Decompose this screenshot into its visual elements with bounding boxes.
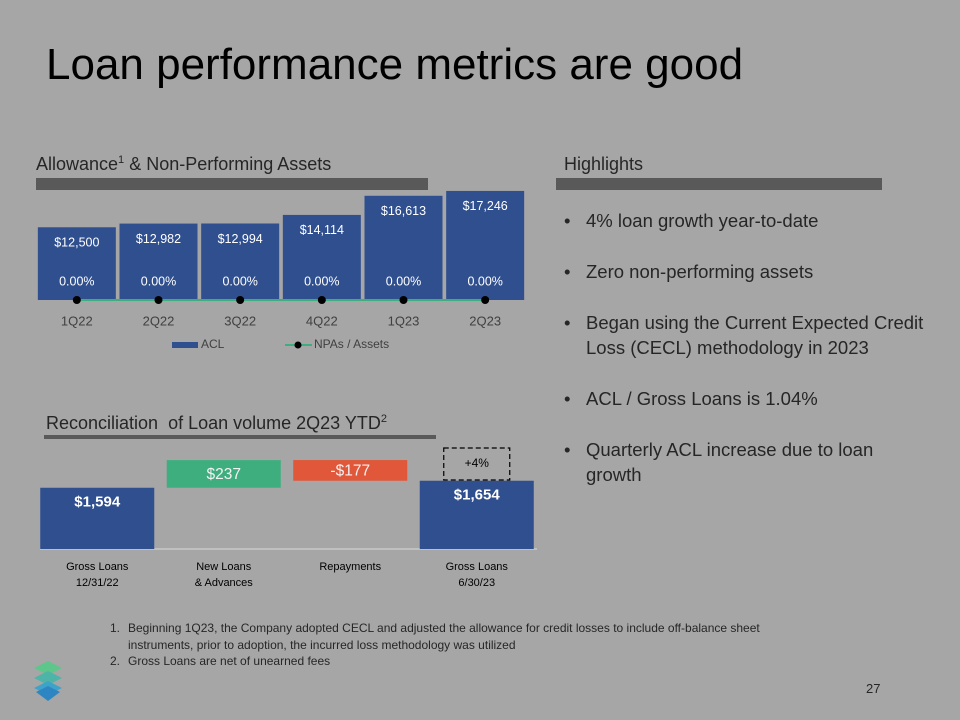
data-label: $12,982 <box>136 232 181 246</box>
bar <box>364 195 443 300</box>
x-tick-label: 12/31/22 <box>76 577 119 589</box>
section-bar <box>556 178 882 190</box>
highlights-list: 4% loan growth year-to-date Zero non-per… <box>564 208 924 513</box>
x-tick-label: & Advances <box>195 577 254 589</box>
line-marker <box>399 296 408 304</box>
data-label: 0.00% <box>222 274 257 288</box>
footnote-text: Gross Loans are net of unearned fees <box>128 654 331 668</box>
highlight: 4% loan growth year-to-date <box>564 208 924 233</box>
data-label: $16,613 <box>381 204 426 218</box>
data-label: $237 <box>207 466 241 483</box>
highlight: ACL / Gross Loans is 1.04% <box>564 386 924 411</box>
data-label: 0.00% <box>386 274 421 288</box>
legend-swatch <box>172 342 198 348</box>
annotation-box <box>443 447 511 481</box>
x-tick-label: 4Q22 <box>306 313 338 328</box>
data-label: 0.00% <box>59 274 94 288</box>
line-marker <box>72 296 81 304</box>
line-marker <box>236 296 245 304</box>
page-number: 27 <box>866 681 881 696</box>
slide-title: Loan performance metrics are good <box>46 40 744 89</box>
x-tick-label: 1Q23 <box>388 313 420 328</box>
annotation: +4% <box>465 456 490 470</box>
data-label: $1,594 <box>74 494 121 511</box>
section-bar <box>36 178 428 190</box>
chart-title: Reconciliation of Loan volume 2Q23 YTD2 <box>46 413 387 434</box>
legend-swatch <box>294 341 302 349</box>
section-bar <box>44 435 436 439</box>
bar <box>419 480 534 549</box>
chart-title-text: Allowance <box>36 154 119 174</box>
logo <box>34 661 62 701</box>
highlight: Zero non-performing assets <box>564 259 924 284</box>
data-label: 0.00% <box>467 274 502 288</box>
data-label: $12,994 <box>218 232 263 246</box>
x-tick-label: Gross Loans <box>66 561 129 573</box>
data-label: 0.00% <box>141 274 176 288</box>
line-marker <box>317 296 326 304</box>
bar <box>40 487 155 549</box>
bar <box>293 460 408 481</box>
highlight: Quarterly ACL increase due to loan growt… <box>564 437 924 487</box>
data-label: $17,246 <box>463 199 508 213</box>
line-marker <box>481 296 490 304</box>
data-label: -$177 <box>330 463 370 480</box>
bar <box>201 223 280 300</box>
data-label: $1,654 <box>454 487 501 504</box>
chart-title-text: Reconciliation of Loan volume 2Q23 YTD <box>46 413 381 433</box>
x-tick-label: 6/30/23 <box>458 577 495 589</box>
line-marker <box>154 296 163 304</box>
highlight: Began using the Current Expected Credit … <box>564 310 924 360</box>
data-label: $12,500 <box>54 236 99 250</box>
bar <box>37 227 116 300</box>
footnotes: 1. Beginning 1Q23, the Company adopted CE… <box>110 620 770 670</box>
footnote-text: Beginning 1Q23, the Company adopted CECL… <box>128 621 760 652</box>
chart-title-text: & Non-Performing Assets <box>129 154 332 174</box>
x-tick-label: Gross Loans <box>446 561 509 573</box>
x-tick-label: New Loans <box>196 561 252 573</box>
footnote-ref: 1 <box>118 154 125 166</box>
footnote-number: 2. <box>110 654 121 668</box>
x-tick-label: 1Q22 <box>61 313 93 328</box>
footnote-ref: 2 <box>380 413 387 425</box>
x-tick-label: 2Q23 <box>469 313 501 328</box>
legend-label: ACL <box>201 337 225 351</box>
footnote-number: 1. <box>110 621 121 635</box>
x-tick-label: 2Q22 <box>143 313 175 328</box>
chart-title: Allowance1 & Non-Performing Assets <box>36 154 331 175</box>
data-label: 0.00% <box>304 274 339 288</box>
bar <box>282 214 361 300</box>
footnote: 2. Gross Loans are net of unearned fees <box>110 653 770 670</box>
legend-label: NPAs / Assets <box>314 337 389 351</box>
data-label: $14,114 <box>300 223 344 237</box>
footnote: 1. Beginning 1Q23, the Company adopted CE… <box>110 620 770 653</box>
bar <box>119 223 198 300</box>
x-tick-label: Repayments <box>319 561 381 573</box>
x-tick-label: 3Q22 <box>224 313 256 328</box>
bar <box>166 460 281 488</box>
highlights-title: Highlights <box>564 154 644 174</box>
bar <box>446 190 525 300</box>
